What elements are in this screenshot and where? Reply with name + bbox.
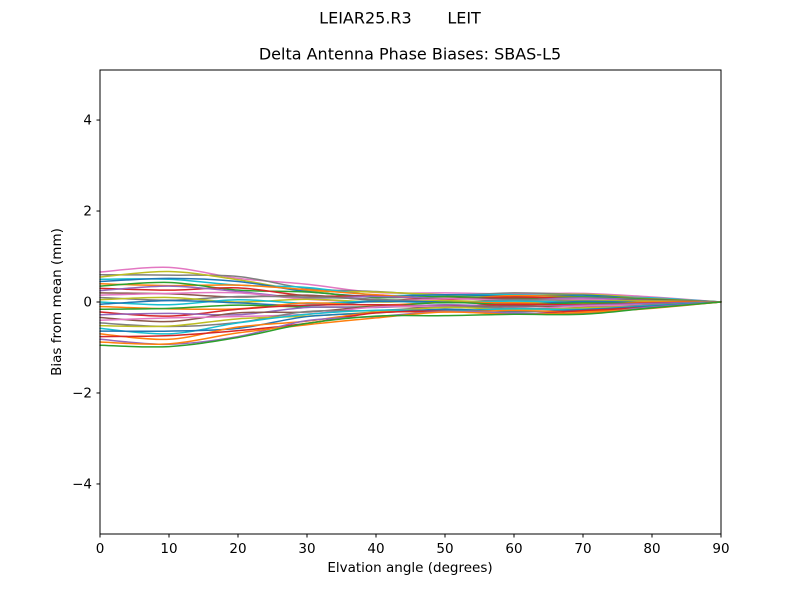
y-axis-label: Bias from mean (mm) xyxy=(49,228,65,376)
x-tick-label: 30 xyxy=(298,541,315,557)
x-tick-label: 0 xyxy=(96,541,105,557)
series-line-line-17 xyxy=(99,301,722,311)
x-tick-label: 90 xyxy=(712,541,729,557)
x-tick-label: 50 xyxy=(436,541,453,557)
x-tick-label: 60 xyxy=(505,541,522,557)
y-tick-label: 0 xyxy=(83,295,92,311)
series-line-line-05 xyxy=(99,277,722,303)
x-tick-label: 40 xyxy=(367,541,384,557)
series-line-line-30 xyxy=(99,301,722,348)
x-axis-label: Elvation angle (degrees) xyxy=(327,560,493,576)
figure-suptitle: LEIAR25.R3 LEIT xyxy=(319,8,481,28)
x-tick-label: 10 xyxy=(160,541,177,557)
y-tick-label: −2 xyxy=(72,385,92,401)
series-line-line-27 xyxy=(99,301,722,338)
series-line-line-21 xyxy=(99,301,722,321)
series-line-line-03 xyxy=(99,270,722,303)
y-tick-label: 4 xyxy=(83,113,92,129)
x-tick-label: 20 xyxy=(229,541,246,557)
series-line-line-15 xyxy=(99,299,722,307)
y-tick-label: 2 xyxy=(83,204,92,220)
series-line-line-09 xyxy=(99,285,722,303)
axes-title: Delta Antenna Phase Biases: SBAS-L5 xyxy=(258,44,562,64)
y-tick-label: −4 xyxy=(72,476,92,492)
x-tick-label: 80 xyxy=(643,541,660,557)
x-tick-label: 70 xyxy=(574,541,591,557)
